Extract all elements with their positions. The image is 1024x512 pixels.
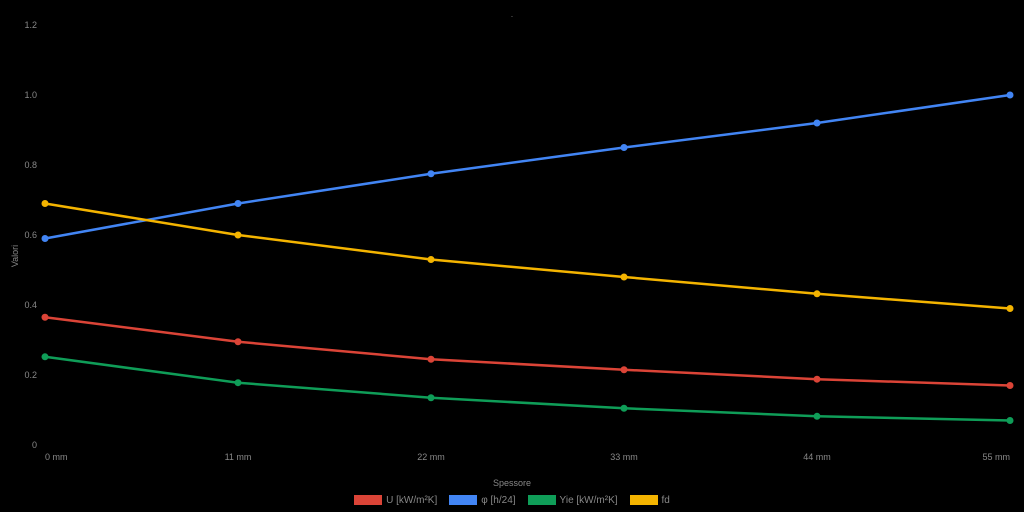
- legend-label: fd: [662, 495, 670, 506]
- legend-label: φ [h/24]: [481, 495, 515, 506]
- series-marker: [814, 413, 821, 420]
- series-line: [45, 204, 1010, 309]
- x-tick-label: 33 mm: [610, 452, 638, 462]
- legend-item: Yie [kW/m²K]: [528, 495, 618, 506]
- series-marker: [621, 366, 628, 373]
- y-tick-label: 1.0: [24, 90, 37, 100]
- x-tick-label: 55 mm: [982, 452, 1010, 462]
- series-marker: [42, 314, 49, 321]
- series-marker: [428, 170, 435, 177]
- legend-item: fd: [630, 495, 670, 506]
- series-marker: [42, 235, 49, 242]
- y-tick-label: 0.4: [24, 300, 37, 310]
- y-tick-label: 1.2: [24, 20, 37, 30]
- series-marker: [1007, 417, 1014, 424]
- series-marker: [1007, 92, 1014, 99]
- series-marker: [235, 200, 242, 207]
- x-tick-label: 0 mm: [45, 452, 68, 462]
- y-tick-label: 0: [32, 440, 37, 450]
- plot-area: 0 0.2 0.4 0.6 0.8 1.0 1.2 0 mm 11 mm 22 mm 33 mm 44…: [0, 0, 1024, 512]
- series-marker: [42, 200, 49, 207]
- series-marker: [428, 256, 435, 263]
- series-marker: [621, 405, 628, 412]
- series-marker: [428, 394, 435, 401]
- legend-label: Yie [kW/m²K]: [560, 495, 618, 506]
- y-tick-label: 0.8: [24, 160, 37, 170]
- series-line: [45, 357, 1010, 421]
- series-marker: [814, 120, 821, 127]
- series-marker: [235, 338, 242, 345]
- y-tick-label: 0.2: [24, 370, 37, 380]
- series-marker: [42, 353, 49, 360]
- x-axis-label: Spessore: [0, 478, 1024, 488]
- x-tick-label: 44 mm: [803, 452, 831, 462]
- series-marker: [428, 356, 435, 363]
- series-marker: [235, 232, 242, 239]
- line-chart: . 00.20.40.60.81.01.20 mm11 mm22 mm33 mm…: [0, 0, 1024, 512]
- x-tick-label: 22 mm: [417, 452, 445, 462]
- x-tick-label: 11 mm: [225, 452, 252, 462]
- legend-swatch: [449, 495, 477, 505]
- series-marker: [1007, 382, 1014, 389]
- series-marker: [621, 144, 628, 151]
- legend: U [kW/m²K] φ [h/24] Yie [kW/m²K] fd: [0, 495, 1024, 506]
- legend-swatch: [528, 495, 556, 505]
- legend-item: U [kW/m²K]: [354, 495, 437, 506]
- y-tick-label: 0.6: [24, 230, 37, 240]
- series-marker: [235, 379, 242, 386]
- series-marker: [814, 376, 821, 383]
- legend-swatch: [354, 495, 382, 505]
- series-marker: [621, 274, 628, 281]
- series-line: [45, 95, 1010, 239]
- legend-swatch: [630, 495, 658, 505]
- legend-label: U [kW/m²K]: [386, 495, 437, 506]
- legend-item: φ [h/24]: [449, 495, 515, 506]
- series-marker: [814, 290, 821, 297]
- y-axis-label: Valori: [10, 245, 20, 267]
- series-marker: [1007, 305, 1014, 312]
